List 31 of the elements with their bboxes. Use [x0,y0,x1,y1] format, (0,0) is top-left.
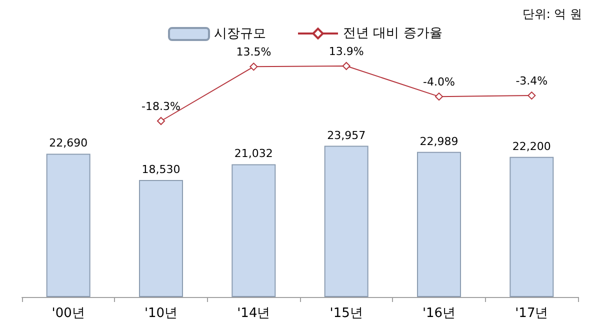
x-tick-label: '00년 [52,306,85,321]
data-label: 13.9% [328,45,364,58]
data-label: -3.4% [516,74,548,88]
text: 단위: 억 원 [522,7,582,21]
data-label: 22,690 [49,136,88,150]
bar [324,146,368,297]
data-label: 22,989 [420,134,458,148]
data-label: 13.5% [236,46,272,59]
data-label: -18.3% [142,100,180,113]
data-label: 21,032 [234,147,273,160]
legend-label: 전년 대비 증가율 [343,26,442,41]
point [435,92,443,101]
x-tick-label: '15년 [330,306,363,321]
data-label: -4.0% [423,76,455,89]
data-label: 18,530 [142,163,180,176]
bar [139,180,183,297]
x-tick-label: '17년 [515,306,548,321]
bar [510,156,554,297]
x-tick-label: '10년 [144,306,178,321]
bar [417,152,461,297]
point [528,92,536,100]
bar [232,164,276,297]
data-label: 23,957 [327,128,366,142]
point [157,117,165,125]
x-tick-label: '14년 [237,306,270,321]
point [250,62,258,71]
data-label: 22,200 [512,140,551,153]
legend-label: 시장규모 [214,26,266,42]
bar [46,154,90,297]
x-tick-label: '16년 [422,306,456,321]
point [342,62,350,70]
